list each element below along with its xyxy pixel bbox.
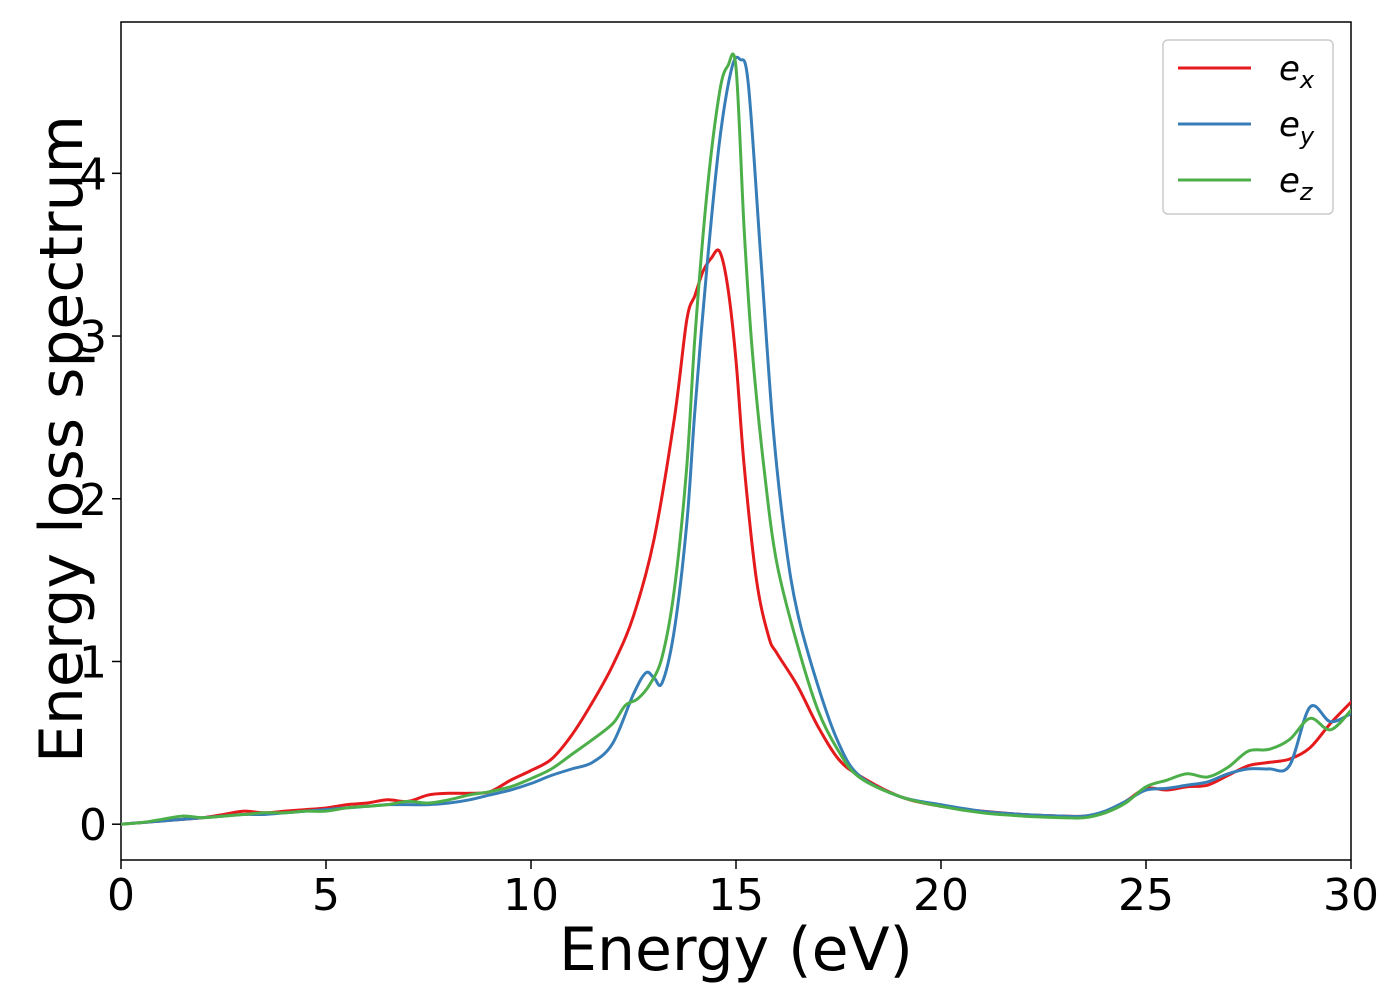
x-tick-label: 25 [1118, 870, 1174, 921]
x-tick-label: 0 [107, 870, 135, 921]
legend-label-main: e [1279, 161, 1300, 201]
x-tick-label: 20 [913, 870, 969, 921]
y-tick-label: 1 [79, 637, 107, 688]
x-axis-label: Energy (eV) [559, 915, 913, 985]
x-tick-label: 15 [708, 870, 764, 921]
x-tick-label: 5 [312, 870, 340, 921]
legend-label-subscript: z [1299, 178, 1314, 206]
y-tick-label: 4 [79, 149, 107, 200]
series-line-e-z [121, 52, 1351, 826]
legend-label-e-y: ey [1279, 105, 1315, 150]
legend-label-e-x: ex [1279, 49, 1315, 94]
legend-box [1162, 39, 1334, 215]
y-tick-label: 3 [79, 312, 107, 363]
x-tick-label: 30 [1323, 870, 1379, 921]
legend-label-subscript: y [1299, 122, 1315, 150]
x-axis-ticks: 0 5 10 15 20 25 30 [107, 860, 1379, 921]
y-axis-ticks: 0 1 2 3 4 [79, 149, 121, 851]
y-axis-label: Energy loss spectrum [27, 115, 97, 763]
series-line-e-x [121, 248, 1351, 826]
legend-label-main: e [1279, 105, 1300, 145]
y-tick-label: 2 [79, 475, 107, 526]
legend-label-e-z: ez [1279, 161, 1314, 206]
x-tick-label: 10 [503, 870, 559, 921]
series-layer [121, 52, 1351, 826]
legend-label-main: e [1279, 49, 1300, 89]
y-tick-label: 0 [79, 800, 107, 851]
legend-label-subscript: x [1299, 66, 1315, 94]
